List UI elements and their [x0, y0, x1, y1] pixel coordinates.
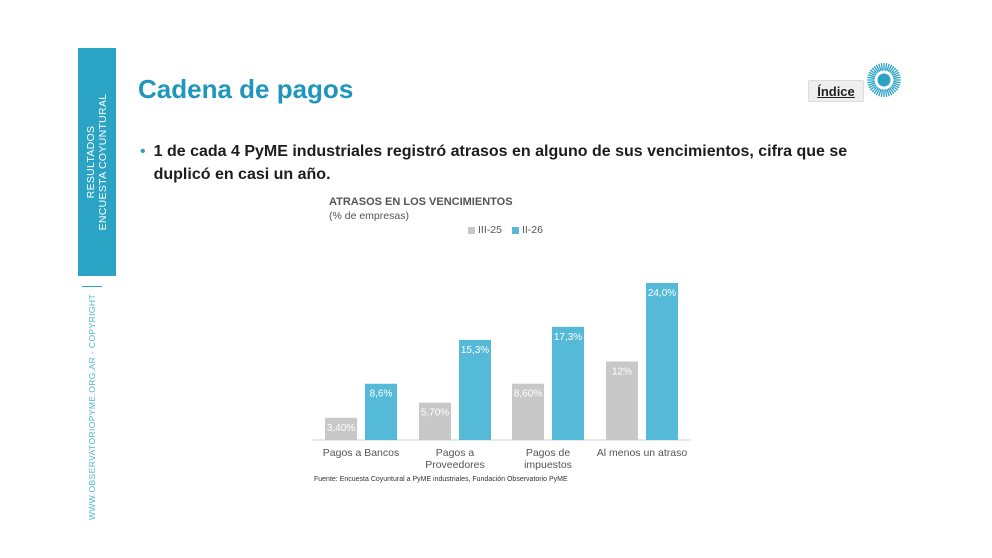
data-label-series-1-cat-3: 8,60%	[514, 389, 542, 400]
category-label-1-line-1: Pagos a Bancos	[323, 447, 399, 459]
data-label-series-1-cat-1: 3,40%	[327, 423, 355, 434]
category-label-4-line-1: Al menos un atraso	[597, 447, 688, 459]
legend-swatch-series-1	[468, 226, 475, 234]
data-label-series-2-cat-2: 15,3%	[461, 345, 489, 356]
summary-bullet: • 1 de cada 4 PyME industriales registró…	[140, 140, 880, 186]
legend-item-series-2: II-26	[511, 224, 543, 236]
category-label-2-line-2: Proveedores	[425, 459, 485, 471]
chart-title: ATRASOS EN LOS VENCIMIENTOS	[329, 196, 513, 208]
summary-text: 1 de cada 4 PyME industriales registró a…	[153, 143, 848, 183]
source-note: Fuente: Encuesta Coyuntural a PyME indus…	[314, 476, 568, 483]
bar-series-1-cat-2	[419, 402, 451, 440]
bar-series-1-cat-3	[512, 383, 544, 440]
category-label-3-line-2: impuestos	[524, 459, 572, 471]
bar-series-1-cat-4	[606, 361, 638, 440]
side-band: RESULTADOS ENCUESTA COYUNTURAL	[78, 48, 116, 276]
chart-legend: III-25 II-26	[468, 224, 543, 236]
side-divider	[82, 286, 102, 287]
data-label-series-2-cat-1: 8,6%	[370, 389, 393, 400]
data-label-series-2-cat-4: 24,0%	[648, 288, 676, 299]
data-label-series-1-cat-2: 5,70%	[421, 408, 449, 419]
bar-series-2-cat-3	[552, 326, 584, 440]
bar-series-2-cat-2	[459, 339, 491, 440]
bullet-dot-icon: •	[140, 143, 146, 160]
legend-item-series-1: III-25	[468, 224, 502, 236]
page-title: Cadena de pagos	[138, 74, 354, 104]
category-label-2-line-1: Pagos a	[436, 447, 475, 459]
legend-label-series-2: II-26	[521, 224, 543, 236]
bar-series-1-cat-1	[325, 417, 357, 440]
index-button[interactable]: Índice	[808, 80, 864, 102]
data-label-series-2-cat-3: 17,3%	[554, 332, 582, 343]
chart-subtitle: (% de empresas)	[329, 210, 409, 222]
observatorio-logo-icon	[866, 62, 902, 98]
data-label-series-1-cat-4: 12%	[612, 367, 632, 378]
bar-series-2-cat-1	[365, 383, 397, 440]
bar-series-2-cat-4	[646, 283, 678, 440]
legend-label-series-1: III-25	[478, 224, 502, 236]
category-label-3-line-1: Pagos de	[526, 447, 571, 459]
legend-swatch-series-2	[511, 226, 519, 234]
